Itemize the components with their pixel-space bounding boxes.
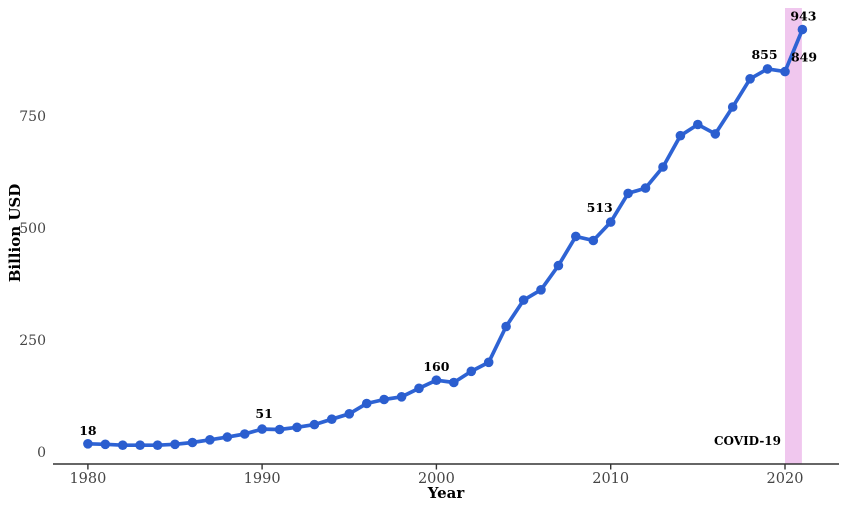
data-point-2007 xyxy=(553,260,564,271)
data-point-1985 xyxy=(170,439,180,450)
data-point-2009 xyxy=(588,235,599,246)
data-point-2010 xyxy=(605,217,616,227)
data-point-1995 xyxy=(344,409,355,419)
data-point-1989 xyxy=(239,429,250,439)
x-tick-label-1990: 1990 xyxy=(244,471,281,487)
data-line xyxy=(86,27,805,448)
data-point-1996 xyxy=(361,398,372,409)
data-point-2003 xyxy=(483,357,494,368)
data-point-1990 xyxy=(257,424,267,434)
data-point-2001 xyxy=(449,377,459,388)
data-point-1981 xyxy=(100,439,111,450)
point-label-18: 18 xyxy=(79,423,97,438)
y-axis-title: Billion USD xyxy=(6,183,24,283)
data-point-2000 xyxy=(431,375,442,386)
data-point-2002 xyxy=(466,366,477,377)
data-point-2005 xyxy=(518,295,529,305)
annotation-0: COVID-19 xyxy=(714,434,781,448)
point-label-160: 160 xyxy=(423,359,449,374)
data-point-1987 xyxy=(205,435,215,445)
point-label-51: 51 xyxy=(255,406,272,421)
data-point-2013 xyxy=(658,162,668,172)
data-point-1988 xyxy=(222,432,233,442)
point-label-943: 943 xyxy=(790,9,816,24)
x-tick-label-2000: 2000 xyxy=(418,471,455,487)
data-point-1986 xyxy=(187,437,198,448)
data-point-1982 xyxy=(117,440,128,451)
y-tick-label-750: 750 xyxy=(19,109,46,125)
data-point-1980 xyxy=(83,439,93,449)
x-tick-label-2010: 2010 xyxy=(592,471,629,487)
data-point-1998 xyxy=(396,392,407,402)
data-point-2018 xyxy=(745,74,755,84)
data-point-2008 xyxy=(571,231,581,242)
data-point-2014 xyxy=(675,130,686,141)
data-point-1984 xyxy=(152,440,163,451)
data-point-2004 xyxy=(501,321,511,332)
x-tick-label-1980: 1980 xyxy=(69,471,106,487)
data-point-2015 xyxy=(693,119,703,130)
data-point-2021 xyxy=(797,24,808,35)
data-point-2011 xyxy=(623,188,633,199)
data-point-2016 xyxy=(710,129,721,139)
data-point-1992 xyxy=(292,422,302,433)
point-label-513: 513 xyxy=(587,200,613,215)
point-label-849: 849 xyxy=(791,50,817,65)
covid-band xyxy=(785,8,802,464)
data-point-2020 xyxy=(780,66,790,77)
x-axis-title: Year xyxy=(427,484,465,502)
data-point-2006 xyxy=(536,285,546,295)
point-label-855: 855 xyxy=(751,47,777,62)
data-point-2017 xyxy=(727,102,738,112)
y-tick-label-0: 0 xyxy=(37,445,46,461)
data-point-1983 xyxy=(135,440,145,451)
data-point-2012 xyxy=(640,183,651,193)
y-tick-label-250: 250 xyxy=(19,333,46,349)
data-point-2019 xyxy=(762,64,773,74)
data-point-1993 xyxy=(309,419,320,430)
x-tick-label-2020: 2020 xyxy=(767,471,804,487)
data-point-1994 xyxy=(327,414,337,425)
data-point-1991 xyxy=(274,424,285,435)
data-point-1997 xyxy=(379,394,389,405)
y-tick-label-500: 500 xyxy=(19,221,46,237)
data-point-1999 xyxy=(414,383,424,394)
